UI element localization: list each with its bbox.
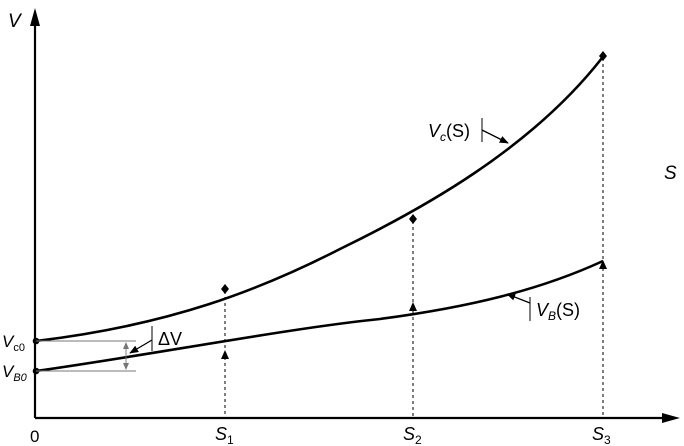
vc0-label: Vc0 bbox=[2, 332, 25, 354]
vc-marker-s3 bbox=[599, 51, 607, 61]
vc-leader bbox=[481, 129, 509, 144]
vb-marker-s1 bbox=[221, 350, 229, 359]
vb-curve-label: VB(S) bbox=[536, 300, 580, 323]
vb0-label: VB0 bbox=[2, 362, 28, 384]
origin-label: 0 bbox=[30, 427, 39, 446]
vb-curve bbox=[35, 259, 604, 373]
vc-marker-s1 bbox=[221, 284, 229, 294]
vc-curve bbox=[35, 57, 604, 343]
vc-curve-label: Vc(S) bbox=[428, 121, 470, 144]
x-axis-arrow bbox=[662, 413, 680, 423]
vc-marker-s2 bbox=[409, 214, 417, 224]
delta-v-label: ΔV bbox=[158, 329, 182, 349]
vb-marker-s3 bbox=[599, 260, 607, 269]
y-axis-arrow bbox=[30, 8, 40, 26]
delta-v-arrow-down bbox=[123, 363, 129, 370]
x-axis-label: S bbox=[664, 163, 677, 184]
s2-label: S2 bbox=[403, 424, 422, 446]
s3-label: S3 bbox=[592, 424, 611, 446]
delta-v-arrow-up bbox=[123, 342, 129, 349]
delta-v-leader bbox=[129, 339, 153, 354]
s1-label: S1 bbox=[215, 424, 234, 446]
vb-marker-s2 bbox=[409, 302, 417, 311]
y-axis-label: V bbox=[8, 11, 23, 32]
vb-leader bbox=[506, 293, 531, 304]
